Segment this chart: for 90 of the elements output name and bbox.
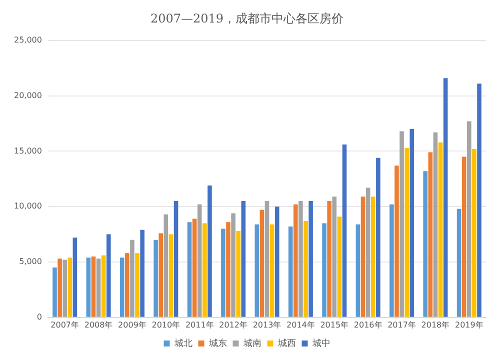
chart-title: 2007—2019，成都市中心各区房价 xyxy=(150,11,344,26)
bar xyxy=(376,158,380,317)
bar xyxy=(168,234,174,317)
bar xyxy=(308,201,313,317)
x-tick-label: 2018年 xyxy=(421,320,450,330)
y-tick-label: 25,000 xyxy=(14,35,42,44)
bar xyxy=(270,224,274,317)
x-tick-label: 2015年 xyxy=(320,320,349,330)
bar xyxy=(332,196,337,317)
y-tick-label: 0 xyxy=(36,312,42,322)
x-tick-label: 2014年 xyxy=(286,320,315,330)
y-tick-label: 15,000 xyxy=(14,146,42,156)
bar xyxy=(174,201,178,317)
bar xyxy=(264,201,270,317)
legend-label: 城南 xyxy=(242,338,262,349)
bar xyxy=(438,142,443,317)
bar xyxy=(404,148,409,317)
bar xyxy=(390,204,394,317)
bar xyxy=(467,121,472,317)
y-tick-label: 20,000 xyxy=(14,90,42,100)
bar xyxy=(192,218,197,317)
bar xyxy=(106,234,111,317)
x-tick-label: 2007年 xyxy=(50,320,80,330)
x-tick-label: 2016年 xyxy=(354,320,382,330)
legend-label: 城西 xyxy=(276,338,296,349)
bar xyxy=(140,230,144,317)
bar xyxy=(472,148,476,317)
x-tick-label: 2013年 xyxy=(252,320,282,330)
bar xyxy=(304,221,308,317)
bar xyxy=(410,129,414,317)
x-tick-label: 2010年 xyxy=(152,320,180,330)
x-tick-label: 2011年 xyxy=(185,320,214,330)
bar xyxy=(260,210,264,317)
bar xyxy=(456,208,462,317)
bar xyxy=(62,260,67,317)
bar xyxy=(197,204,202,317)
bar xyxy=(231,213,236,317)
bar xyxy=(208,186,212,317)
bar xyxy=(58,258,62,317)
bar xyxy=(322,223,326,317)
bar xyxy=(462,156,466,317)
bar xyxy=(72,238,78,317)
bar xyxy=(443,78,448,317)
bar xyxy=(241,201,246,317)
bar xyxy=(394,166,399,317)
bar xyxy=(423,171,428,317)
bar xyxy=(154,240,158,317)
bar xyxy=(327,201,332,317)
bar xyxy=(86,258,91,317)
bar xyxy=(477,84,482,317)
y-tick-label: 5,000 xyxy=(19,257,42,266)
bar xyxy=(187,222,192,317)
x-tick-label: 2019年 xyxy=(454,320,484,330)
bar xyxy=(288,226,293,317)
x-tick-label: 2012年 xyxy=(219,320,248,330)
bar xyxy=(274,206,280,317)
bar xyxy=(428,152,433,317)
x-tick-label: 2009年 xyxy=(118,320,146,330)
bar xyxy=(52,268,57,317)
bar xyxy=(101,255,106,317)
bar xyxy=(125,253,130,317)
bar xyxy=(164,214,168,317)
legend-label: 城中 xyxy=(311,338,330,349)
bar xyxy=(135,253,140,317)
bar xyxy=(226,222,230,317)
bar xyxy=(221,228,226,317)
legend-label: 城东 xyxy=(208,338,227,349)
bar xyxy=(91,256,96,317)
legend-label: 城北 xyxy=(173,338,192,349)
x-tick-label: 2008年 xyxy=(84,320,113,330)
bar xyxy=(298,201,303,317)
bar xyxy=(400,131,404,317)
bar xyxy=(96,258,101,317)
bar xyxy=(342,144,347,317)
y-tick-label: 10,000 xyxy=(14,202,42,211)
bar xyxy=(337,216,342,317)
bar xyxy=(433,132,438,317)
bar xyxy=(68,258,72,317)
bar xyxy=(366,188,370,317)
bar xyxy=(130,240,134,317)
bar xyxy=(158,233,164,317)
bar xyxy=(202,223,207,317)
x-tick-label: 2017年 xyxy=(388,320,416,330)
bar xyxy=(370,196,376,317)
bar xyxy=(293,204,298,317)
bar xyxy=(120,258,124,317)
bar xyxy=(360,196,366,317)
bar xyxy=(236,230,241,317)
bar xyxy=(356,224,360,317)
bar xyxy=(254,224,260,317)
